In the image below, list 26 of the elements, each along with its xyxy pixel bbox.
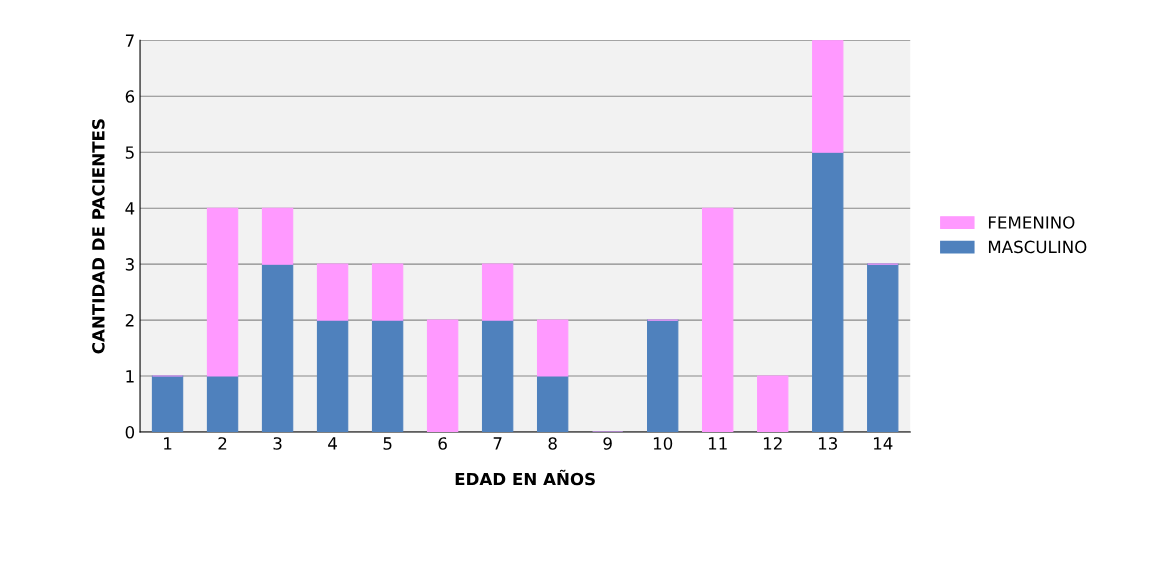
y-axis-title: CANTIDAD DE PACIENTES [92,119,105,354]
x-tick-label: 12 [763,437,782,450]
x-axis-title: EDAD EN AÑOS [455,469,595,486]
y-tick-label: 3 [125,258,134,271]
x-tick-label: 1 [164,437,172,450]
legend-label: FEMENINO [988,216,1075,229]
x-tick-label: 2 [218,437,227,450]
legend-label: MASCULINO [988,240,1087,254]
x-tick-label: 6 [438,437,447,450]
x-tick-label: 10 [653,437,673,450]
x-tick-label: 11 [708,437,727,450]
x-tick-label: 9 [603,437,612,450]
y-tick-label: 0 [125,425,135,439]
y-tick-label: 6 [125,90,135,103]
x-tick-label: 4 [328,437,337,450]
y-tick-label: 5 [125,146,134,159]
x-tick-label: 7 [493,437,502,450]
x-tick-label: 8 [548,437,557,450]
y-tick-label: 1 [126,370,134,383]
y-tick-label: 4 [125,202,135,215]
x-tick-label: 14 [873,437,893,450]
x-tick-label: 3 [273,437,282,450]
y-tick-label: 2 [125,314,134,327]
x-tick-label: 13 [818,437,837,450]
x-tick-label: 5 [383,437,392,450]
y-tick-label: 7 [125,34,134,47]
